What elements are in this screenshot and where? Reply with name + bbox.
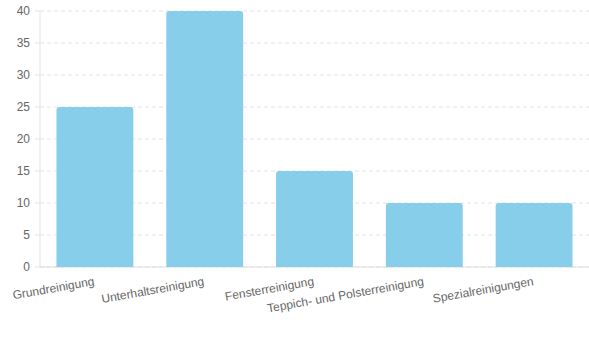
y-tick [35, 43, 40, 44]
y-tick-label: 40 [17, 4, 31, 18]
y-tick-label: 5 [23, 228, 30, 242]
y-tick-label: 10 [17, 196, 31, 210]
y-tick [35, 235, 40, 236]
y-tick-label: 30 [17, 68, 31, 82]
bar [56, 107, 133, 267]
chart-svg: 0 5 10 15 20 25 30 35 40 GrundreinigungUnterhalts… [0, 0, 589, 341]
bar [496, 203, 573, 267]
grid-line [40, 11, 589, 12]
x-tick-label: Spezialreinigungen [432, 274, 535, 306]
y-tick [35, 107, 40, 108]
y-tick [35, 203, 40, 204]
bar [166, 11, 243, 267]
y-tick-label: 25 [17, 100, 31, 114]
bar [276, 171, 353, 267]
y-tick [35, 267, 40, 268]
y-tick [35, 75, 40, 76]
y-tick [35, 11, 40, 12]
y-tick [35, 139, 40, 140]
grid-line [40, 75, 589, 76]
x-tick-label: Teppich- und Polsterreinigung [266, 274, 425, 315]
bar [386, 203, 463, 267]
y-tick-label: 20 [17, 132, 31, 146]
y-tick-label: 15 [17, 164, 31, 178]
x-tick-label: Grundreinigung [12, 274, 96, 302]
y-tick-label: 35 [17, 36, 31, 50]
y-tick-label: 0 [23, 260, 30, 274]
chart-container: 0 5 10 15 20 25 30 35 40 GrundreinigungUnterhalts… [0, 0, 589, 341]
y-tick [35, 171, 40, 172]
grid-line [40, 43, 589, 44]
x-tick-label: Unterhaltsreinigung [100, 274, 205, 306]
bars [56, 11, 572, 267]
y-axis-line [40, 11, 41, 267]
grid [35, 11, 589, 267]
